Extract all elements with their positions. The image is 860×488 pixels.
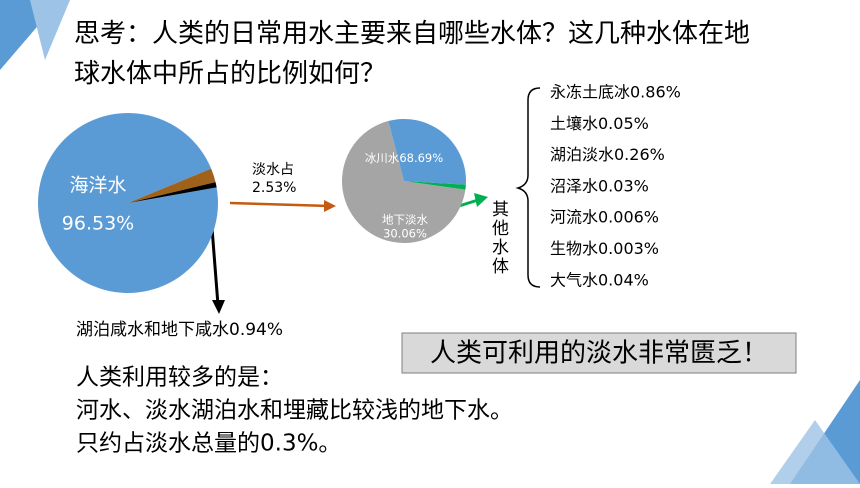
arrow: [229, 201, 331, 208]
corner-decoration: [30, 0, 70, 60]
conclusion-line: 河水、淡水湖泊水和埋藏比较浅的地下水。: [76, 398, 513, 424]
slice-label-name: 冰川水: [365, 151, 400, 165]
slice-value: 2.53%: [252, 180, 296, 196]
title: 思考：人类的日常用水主要来自哪些水体？这几种水体在地球水体中所占的比例如何？: [74, 19, 751, 89]
pie-slice: [128, 168, 216, 203]
pie-slice: [38, 112, 219, 293]
slice-value: 96.53%: [62, 213, 134, 235]
slice-label-value: 0.94%: [229, 320, 283, 340]
slice-label: 地下淡水: [382, 213, 428, 227]
list-item: 河流水0.006%: [550, 208, 659, 227]
callout-box: [401, 332, 797, 374]
list-item: 土壤水0.05%: [550, 114, 649, 133]
arrow-head: [324, 200, 336, 212]
pie-slice: [404, 181, 466, 190]
conclusion-line: 人类利用较多的是：: [76, 365, 283, 391]
list-item: 大气水0.04%: [550, 270, 649, 289]
pie-slice: [128, 182, 217, 203]
conclusion-line: 只约占淡水总量的0.3%。: [76, 431, 341, 457]
slice-label: 淡水占: [252, 162, 294, 178]
callout: 人类可利用的淡水非常匮乏！: [430, 339, 768, 369]
slice-label: 湖泊咸水和地下咸水0.94%: [76, 320, 283, 340]
slice-label: 冰川水68.69%: [365, 151, 443, 165]
pie-slice: [341, 121, 466, 244]
list-item: 湖泊淡水0.26%: [550, 145, 665, 164]
brace: [515, 87, 541, 288]
slice-label: 海洋水: [69, 175, 126, 197]
slice-label-value: 68.69%: [399, 151, 443, 165]
title-box: 思考：人类的日常用水主要来自哪些水体？这几种水体在地球水体中所占的比例如何？: [74, 19, 751, 89]
list-item: 永冻土底冰0.86%: [550, 83, 681, 102]
slice-label: 其他水体: [488, 200, 509, 276]
list-item: 生物水0.003%: [550, 239, 659, 258]
corner-decoration: [770, 420, 860, 484]
list-item: 沼泽水0.03%: [550, 176, 649, 195]
pie-slice: [388, 119, 467, 185]
arrow: [210, 227, 220, 306]
slice-value: 30.06%: [383, 227, 427, 241]
arrow-head: [212, 300, 225, 314]
slice-label-name: 湖泊咸水和地下咸水: [76, 320, 229, 340]
arrow-head: [474, 193, 488, 207]
